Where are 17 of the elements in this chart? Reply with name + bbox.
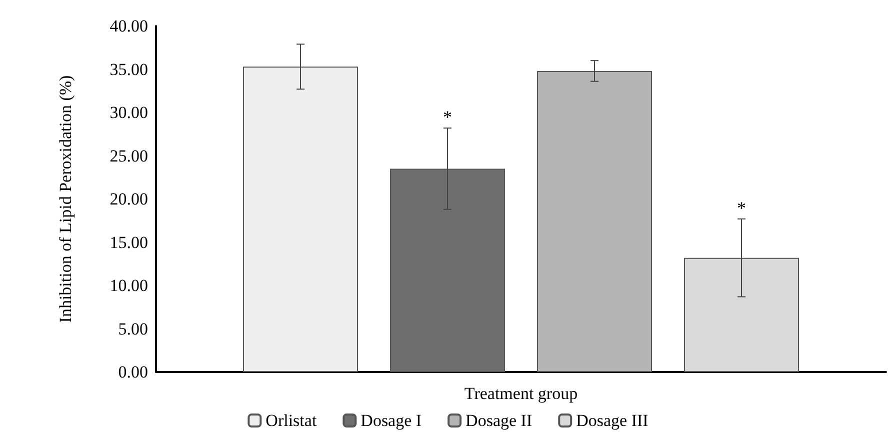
y-axis-title: Inhibition of Lipid Peroxidation (%) [56, 75, 75, 323]
y-tick-label: 40.00 [110, 16, 148, 36]
y-tick-label: 0.00 [118, 362, 148, 382]
legend-label: Dosage II [466, 411, 532, 430]
x-axis-title: Treatment group [464, 384, 578, 403]
y-tick-label: 20.00 [110, 190, 148, 208]
y-tick-label: 25.00 [110, 146, 148, 166]
data-label: * [443, 107, 452, 128]
y-tick-label: 10.00 [110, 276, 148, 295]
legend-label: Orlistat [266, 411, 317, 430]
y-tick-label: 5.00 [118, 319, 148, 338]
legend-label: Dosage I [360, 411, 422, 430]
y-tick-label: 35.00 [110, 60, 148, 79]
legend-label: Dosage III [576, 411, 649, 430]
data-label: * [737, 198, 746, 218]
y-tick-label: 30.00 [110, 103, 148, 122]
y-tick-label: 15.00 [110, 232, 148, 252]
